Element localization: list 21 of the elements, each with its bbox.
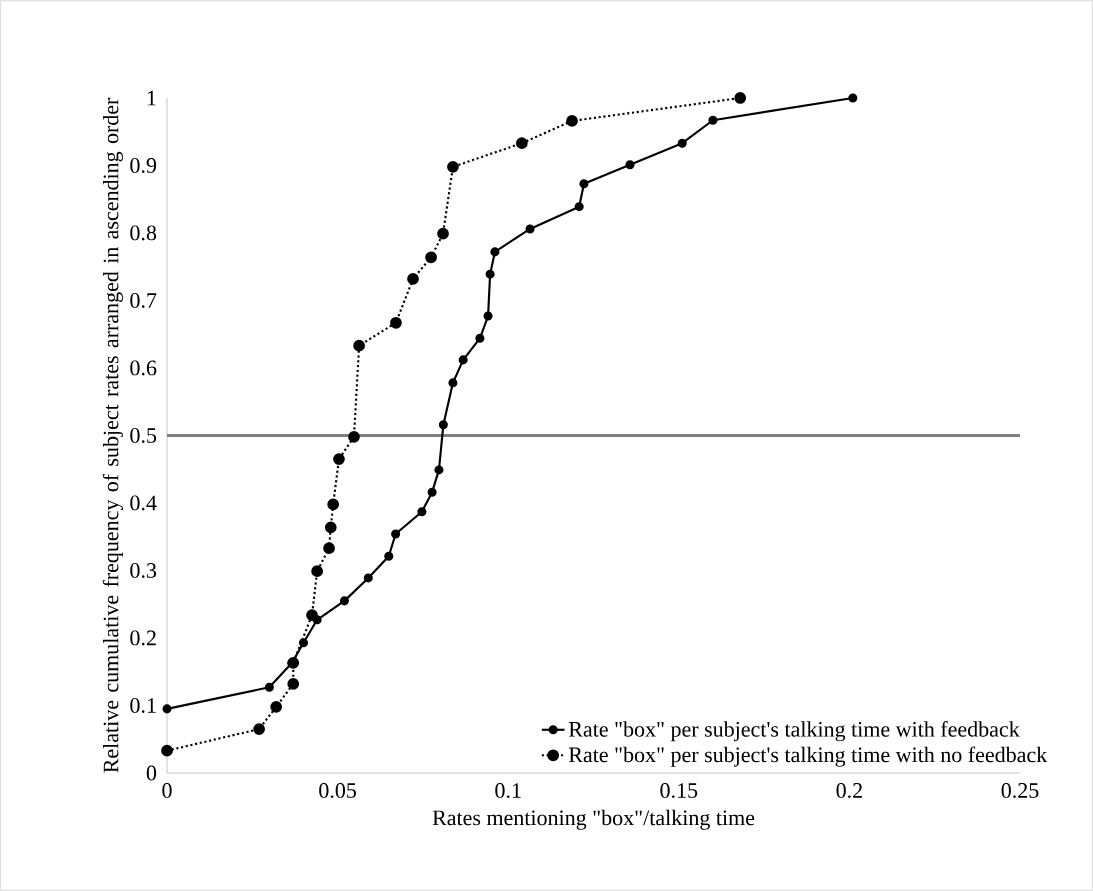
y-tick-label: 0.3 [130, 563, 157, 578]
x-tick-label: 0.1 [495, 783, 521, 798]
legend-label: Rate "box" per subject's talking time with feedback [568, 721, 1020, 742]
y-tick-label: 0.4 [130, 495, 157, 511]
y-tick-label: 0.5 [130, 428, 157, 443]
y-tick-label: 0.7 [130, 293, 157, 308]
y-tick-label: 0.8 [130, 225, 157, 241]
x-tick-label: 0.2 [836, 783, 862, 798]
y-tick-label: 1 [147, 90, 156, 106]
y-tick-label: 0.6 [130, 360, 157, 376]
y-tick-label: 0.2 [130, 630, 156, 646]
y-tick-label: 0 [146, 765, 157, 781]
y-tick-label: 0.9 [130, 158, 157, 173]
x-tick-label: 0.05 [319, 783, 356, 798]
x-tick-label: 0.25 [1001, 783, 1039, 798]
y-axis-title: Relative cumulative frequency of subject rates arranged in ascending order [102, 97, 123, 773]
x-tick-label: 0.15 [660, 783, 698, 798]
x-axis-title: Rates mentioning "box"/talking time [432, 809, 755, 830]
y-tick-label: 0.1 [130, 698, 156, 713]
legend-label: Rate "box" per subject's talking time with no feedback [568, 746, 1048, 767]
x-tick-label: 0 [162, 783, 172, 798]
